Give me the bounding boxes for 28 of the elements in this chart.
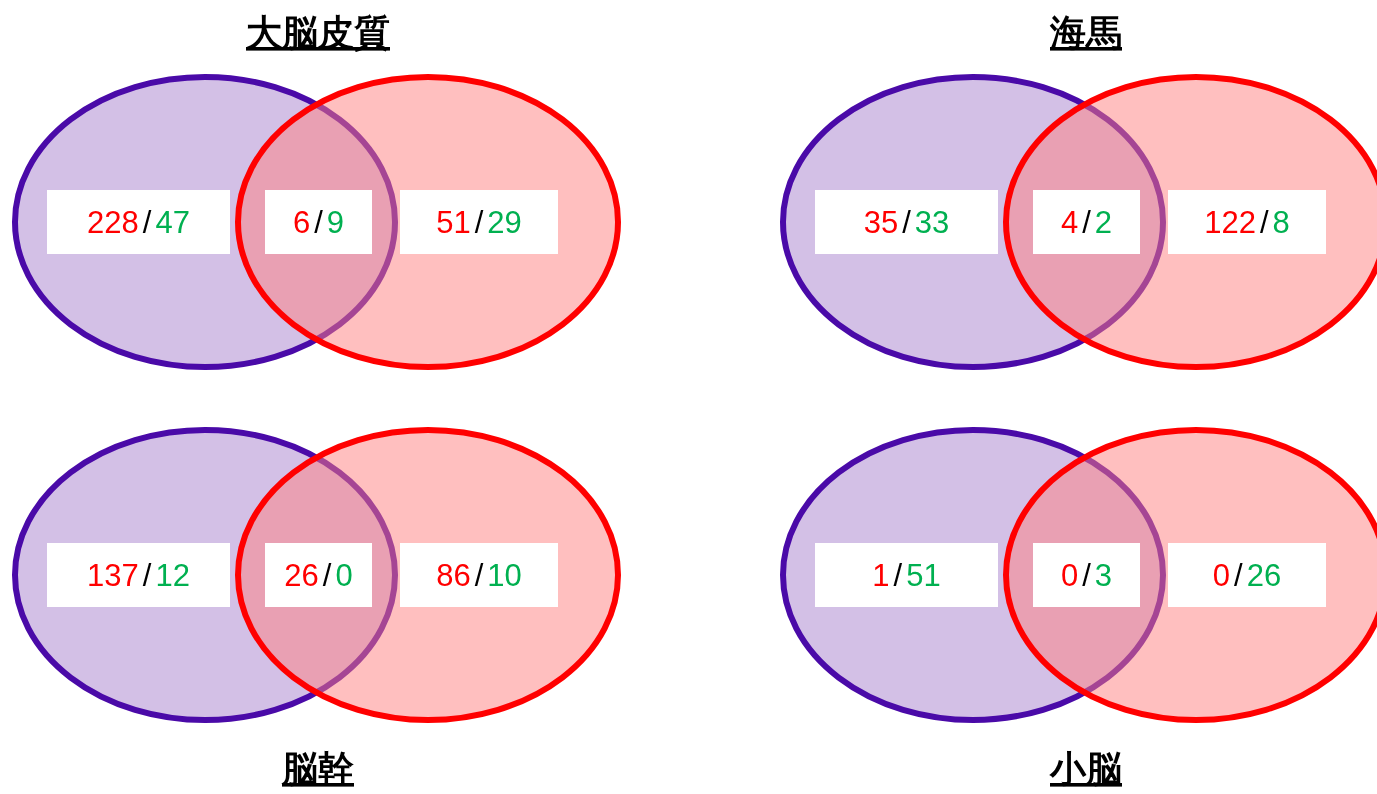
- data-label: 12: [155, 558, 190, 593]
- data-label: 9: [326, 205, 345, 240]
- data-label: 0: [335, 558, 353, 593]
- text: 海馬: [1049, 12, 1122, 53]
- data-label: 26: [284, 558, 319, 593]
- data-label: 6: [292, 205, 311, 240]
- data-label: 35: [863, 205, 899, 240]
- data-label: 51: [906, 558, 941, 593]
- data-label: 29: [487, 205, 522, 240]
- text: 小脳: [1049, 748, 1122, 789]
- data-label: 228: [87, 205, 139, 240]
- data-label: 2: [1094, 205, 1113, 240]
- text: 大脳皮質: [246, 12, 390, 53]
- data-label: 0: [1212, 558, 1231, 593]
- data-label: 137: [87, 558, 139, 593]
- data-label: 33: [914, 205, 950, 240]
- data-label: 8: [1272, 205, 1290, 240]
- data-label: 10: [487, 558, 522, 593]
- data-label: 122: [1204, 205, 1256, 240]
- data-label: 26: [1246, 558, 1282, 593]
- data-label: 3: [1094, 558, 1113, 593]
- data-label: 47: [155, 205, 190, 240]
- data-label: 51: [436, 205, 471, 240]
- data-label: 4: [1060, 205, 1079, 240]
- text: 脳幹: [281, 748, 354, 789]
- data-label: 1: [872, 558, 890, 593]
- data-label: 0: [1060, 558, 1079, 593]
- data-label: 86: [436, 558, 471, 593]
